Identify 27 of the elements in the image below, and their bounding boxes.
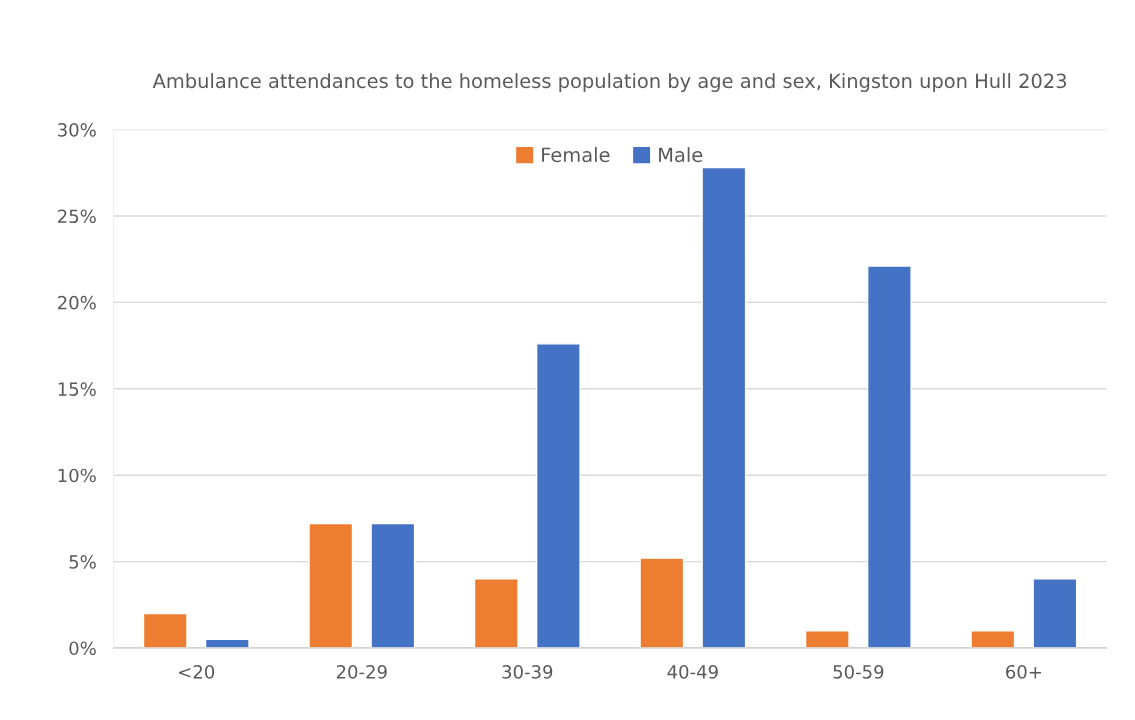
bar	[1032, 578, 1078, 648]
y-tick-label: 5%	[69, 555, 96, 569]
bar	[866, 265, 912, 648]
y-tick-label: 10%	[58, 468, 96, 483]
x-tick-label: 40-49	[667, 664, 718, 679]
chart-title: Ambulance attendances to the homeless population by age and sex, Kingston upon Hull 2023	[152, 73, 1067, 92]
bar	[535, 343, 581, 648]
bar	[804, 630, 850, 648]
x-tick-label: 50-59	[833, 664, 884, 679]
bar	[142, 612, 188, 648]
y-tick-label: 25%	[58, 209, 96, 224]
x-tick-label: 20-29	[336, 664, 387, 679]
x-tick-label: 60+	[1006, 664, 1041, 679]
bar	[970, 630, 1016, 648]
bar	[308, 522, 354, 648]
legend-label: Male	[659, 147, 703, 163]
y-tick-label: 15%	[58, 382, 96, 396]
legend-label: Female	[542, 147, 610, 163]
x-tick-label: <20	[179, 664, 215, 679]
bar	[701, 166, 747, 648]
y-tick-label: 30%	[58, 123, 96, 137]
y-tick-label: 0%	[69, 641, 96, 656]
bar	[370, 522, 416, 648]
y-tick-label: 20%	[58, 295, 96, 310]
bar	[639, 557, 685, 648]
bar	[473, 578, 519, 648]
x-tick-label: 30-39	[502, 664, 553, 679]
